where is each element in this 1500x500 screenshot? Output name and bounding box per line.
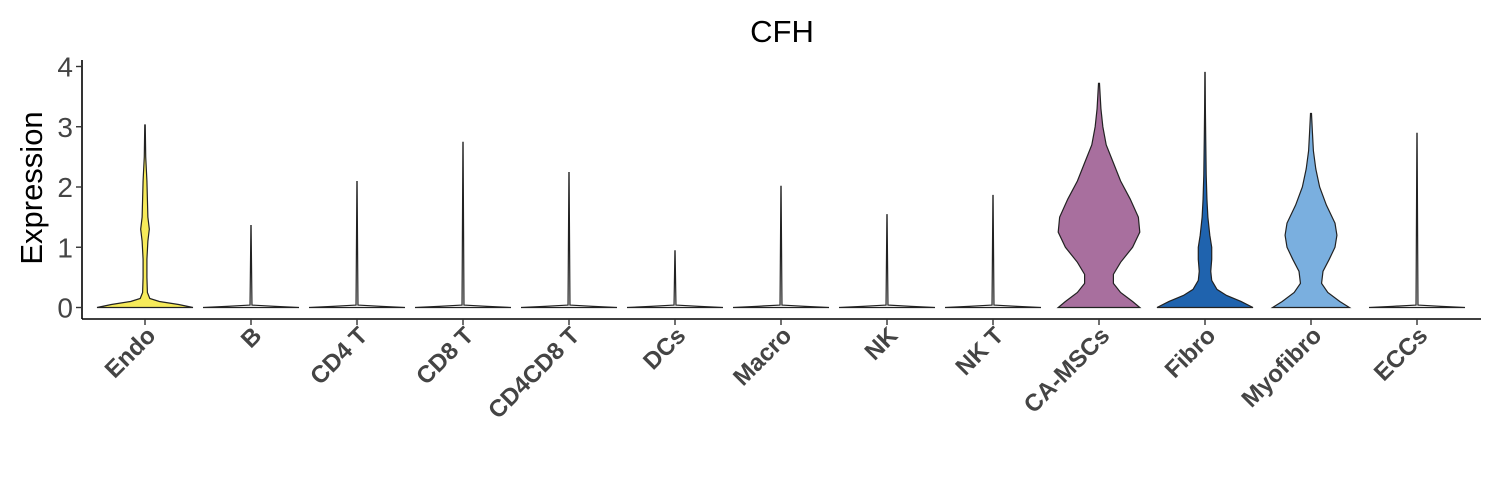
x-tick-label: Fibro <box>1160 322 1222 384</box>
violin-dcs <box>626 250 724 309</box>
y-tick-label: 3 <box>57 112 73 143</box>
x-ticks: Endo B CD4 T CD8 T CD4CD8 T DCs Macro NK NK T CA-… <box>100 319 1433 424</box>
violin-cd4cd8-t <box>520 171 618 309</box>
violin-macro <box>732 185 830 309</box>
violin-cd4-t <box>308 180 406 309</box>
violin-cd8-t <box>414 141 512 309</box>
x-tick-label: DCs <box>638 322 691 375</box>
y-ticks: 0 1 2 3 4 <box>57 52 82 324</box>
x-tick-label: NK <box>860 322 904 366</box>
x-tick-label: CD4 T <box>305 322 373 390</box>
y-tick-label: 1 <box>57 232 73 263</box>
x-tick-label: Endo <box>100 322 162 384</box>
violin-nk <box>838 214 936 309</box>
y-tick-label: 4 <box>57 52 73 83</box>
x-tick-label: NK T <box>951 322 1010 381</box>
x-tick-label: ECCs <box>1369 322 1433 386</box>
x-tick-label: CD8 T <box>411 322 479 390</box>
violin-nk-t <box>944 194 1042 309</box>
y-axis-label: Expression <box>14 111 49 264</box>
violin-eccs <box>1368 132 1466 309</box>
violin-endo <box>96 124 194 309</box>
y-tick-label: 0 <box>57 293 73 324</box>
chart-title: CFH <box>750 14 814 49</box>
x-tick-label: Macro <box>728 322 797 391</box>
violin-fibro <box>1156 71 1254 309</box>
x-tick-label: B <box>236 322 267 353</box>
violin-b <box>202 224 300 309</box>
x-tick-label: CD4CD8 T <box>483 322 585 424</box>
violin-ca-mscs <box>1056 82 1142 309</box>
x-tick-label: Myofibro <box>1237 322 1328 413</box>
y-tick-label: 2 <box>57 172 73 203</box>
violin-myofibro <box>1270 112 1352 309</box>
violins-layer <box>96 71 1466 309</box>
x-tick-label: CA-MSCs <box>1019 322 1115 418</box>
